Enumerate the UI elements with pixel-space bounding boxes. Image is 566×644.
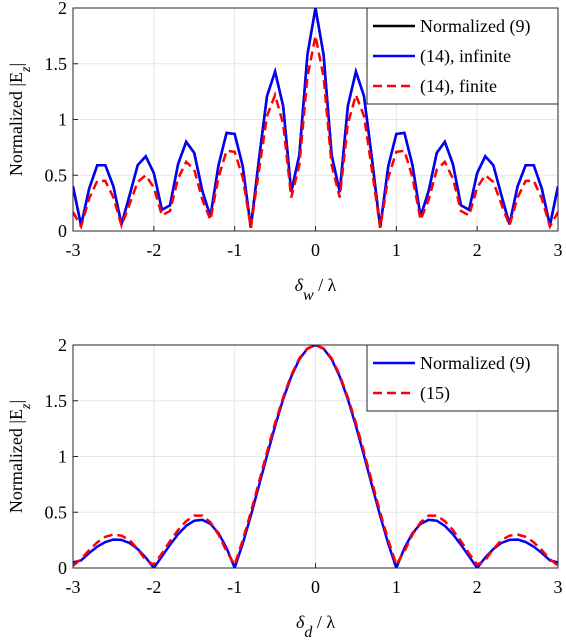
y-tick-label: 0	[58, 558, 67, 578]
axes-box	[72, 344, 559, 569]
x-axis-label-part: / λ	[314, 275, 337, 295]
legend-box	[366, 344, 559, 412]
x-tick-label: 1	[392, 577, 401, 597]
x-tick-label: -1	[227, 240, 242, 260]
y-axis-label: Normalized |Ez|	[6, 63, 34, 176]
legend-label: Normalized (9)	[420, 16, 530, 37]
legend-label: (14), finite	[420, 76, 497, 97]
y-axis-label: Normalized |Ez|	[6, 400, 34, 513]
x-axis-label-part: d	[304, 624, 313, 641]
legend-label: (14), infinite	[420, 46, 511, 67]
x-tick-label: -1	[227, 577, 242, 597]
x-tick-label: 2	[473, 240, 482, 260]
y-axis-label-part: Normalized |E	[6, 72, 26, 176]
x-tick-label: 3	[554, 240, 563, 260]
series-line	[73, 345, 558, 568]
x-tick-label: -2	[146, 240, 161, 260]
y-tick-label: 2	[58, 0, 67, 18]
x-tick-label: -2	[146, 577, 161, 597]
y-axis-label-part: z	[19, 66, 34, 73]
y-axis-label-part: |	[6, 63, 26, 67]
series-line	[73, 8, 558, 228]
y-axis-label-part: Normalized |E	[6, 409, 26, 513]
x-tick-label: 1	[392, 240, 401, 260]
y-tick-label: 0	[58, 221, 67, 241]
axes-box	[72, 7, 559, 232]
y-axis-label-part: z	[19, 403, 34, 410]
legend-label: (15)	[420, 383, 450, 404]
x-axis-label: δd / λ	[296, 612, 335, 641]
y-axis-label-part: |	[6, 400, 26, 404]
legend-label: Normalized (9)	[420, 353, 530, 374]
y-tick-label: 1.5	[45, 54, 68, 74]
x-tick-label: 0	[311, 577, 320, 597]
x-tick-label: -3	[66, 240, 81, 260]
x-tick-label: 3	[554, 577, 563, 597]
x-tick-label: 2	[473, 577, 482, 597]
x-axis-label-part: δ	[296, 612, 305, 632]
x-axis-label: δw / λ	[295, 275, 337, 304]
y-tick-label: 0.5	[45, 502, 68, 522]
x-tick-label: -3	[66, 577, 81, 597]
y-tick-label: 2	[58, 335, 67, 355]
x-tick-label: 0	[311, 240, 320, 260]
x-axis-label-part: δ	[295, 275, 304, 295]
y-tick-label: 0.5	[45, 165, 68, 185]
x-axis-label-part: / λ	[312, 612, 335, 632]
y-tick-label: 1	[58, 110, 67, 130]
x-axis-label-part: w	[303, 287, 314, 304]
y-tick-label: 1	[58, 447, 67, 467]
y-tick-label: 1.5	[45, 391, 68, 411]
